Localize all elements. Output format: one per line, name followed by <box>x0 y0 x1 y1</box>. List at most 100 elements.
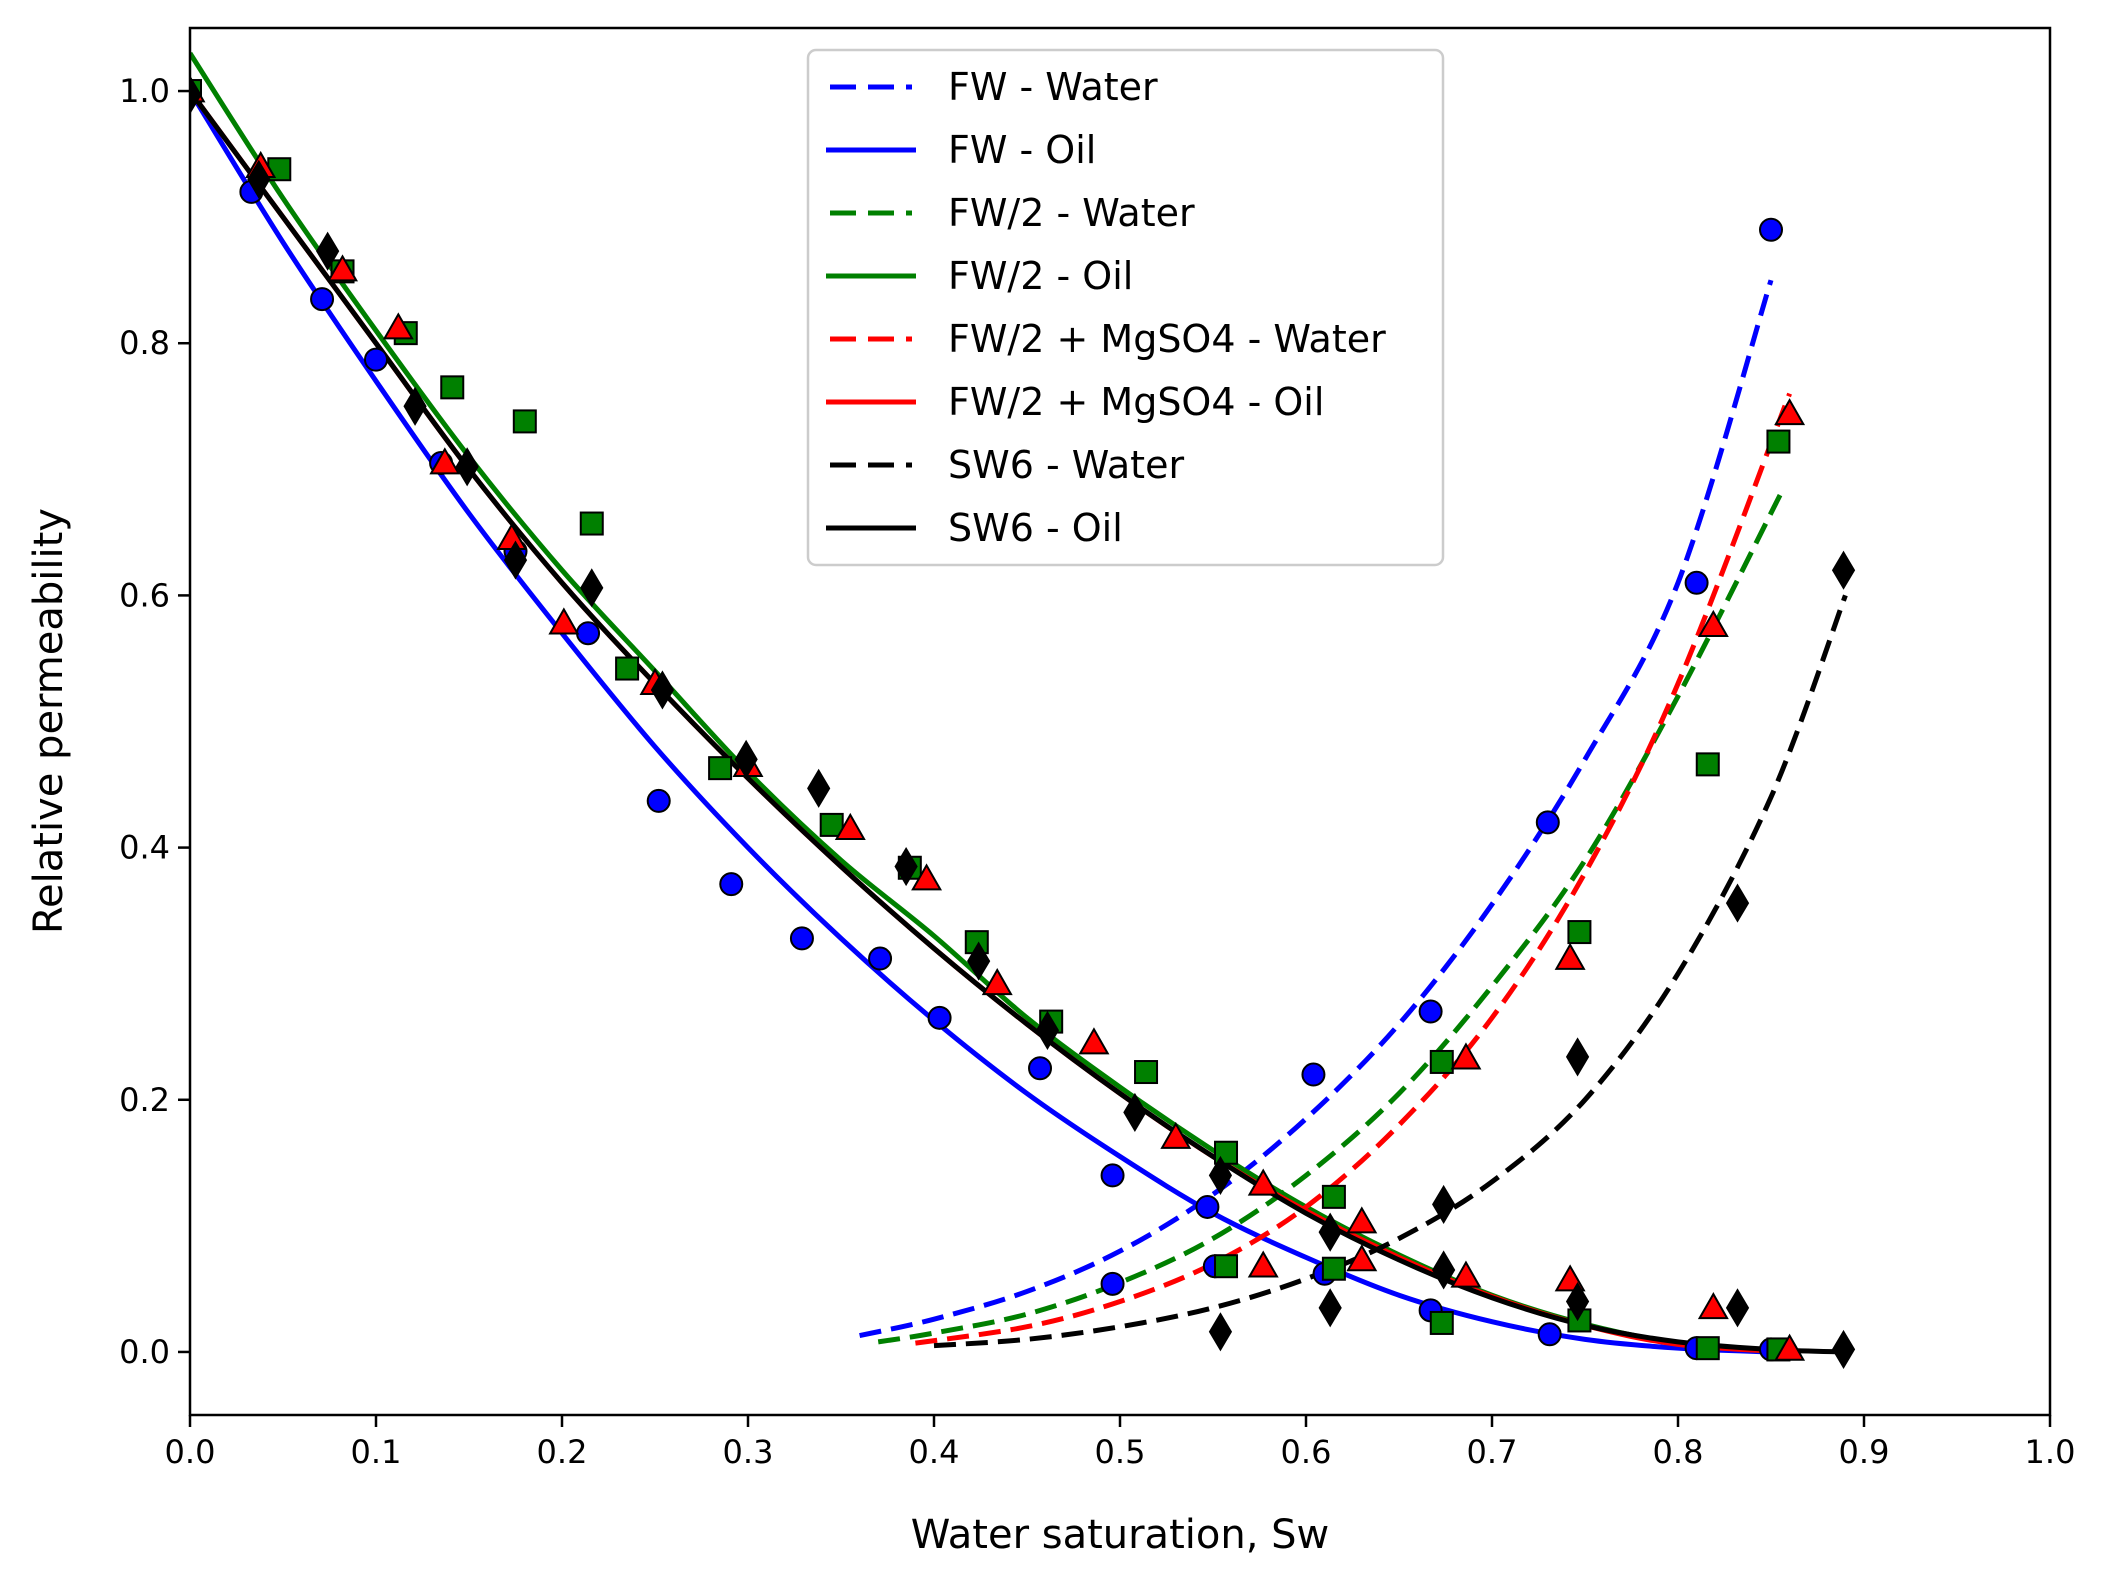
data-point-fw-2-mgso4-water-data <box>1554 942 1586 970</box>
data-point-sw6-oil-data <box>316 231 340 271</box>
series-line-fw-oil <box>190 89 1772 1355</box>
legend-label: SW6 - Oil <box>948 506 1123 550</box>
legend-label: FW/2 + MgSO4 - Water <box>948 317 1386 361</box>
data-point-fw-2-water-data <box>1429 1049 1454 1074</box>
data-point-fw-2-oil-data <box>1321 1184 1346 1209</box>
legend-item-fw-2-mgso4-oil: FW/2 + MgSO4 - Oil <box>826 380 1324 424</box>
data-point-sw6-water-data <box>1318 1288 1342 1328</box>
data-point-fw-2-mgso4-oil-data <box>981 968 1013 996</box>
data-point-fw-2-mgso4-oil-data <box>1160 1121 1192 1149</box>
legend-item-fw-oil: FW - Oil <box>826 128 1096 172</box>
data-point-sw6-water-data <box>1432 1184 1456 1224</box>
data-point-fw-2-oil-data <box>512 409 537 434</box>
series-line-fw-water <box>859 279 1774 1339</box>
data-point-fw-2-mgso4-oil-data <box>1774 1333 1806 1361</box>
legend: FW - Water FW - Oil FW/2 - Water FW/2 - Oil… <box>806 48 1445 567</box>
data-point-sw6-oil-data <box>503 540 528 580</box>
data-point-sw6-oil-data <box>650 670 675 710</box>
data-point-sw6-oil-data <box>247 159 271 199</box>
marker-layer <box>190 75 1856 1369</box>
data-point-sw6-oil-data <box>894 846 918 887</box>
data-point-fw-oil-data <box>868 946 893 971</box>
data-point-sw6-oil-data <box>807 768 831 808</box>
x-axis: 0.0 0.1 0.2 0.3 0.4 0.5 0.6 0.7 0.8 0.9 1.0 <box>165 1415 2075 1471</box>
data-point-sw6-oil-data <box>1565 1281 1590 1322</box>
data-point-fw-oil-data <box>789 926 814 951</box>
legend-label: FW - Water <box>948 65 1158 109</box>
data-point-sw6-water-data <box>1725 883 1750 923</box>
data-point-fw-2-mgso4-water-data <box>1697 609 1729 637</box>
data-point-fw-2-water-data <box>1214 1254 1239 1279</box>
data-point-fw-water-data <box>1418 999 1443 1024</box>
data-point-fw-2-mgso4-oil-data <box>834 812 866 840</box>
y-tick-label: 0.6 <box>119 576 170 614</box>
x-tick-label: 0.9 <box>1839 1433 1890 1471</box>
data-point-sw6-water-data <box>1208 1312 1233 1352</box>
legend-item-fw-2-water: FW/2 - Water <box>830 191 1195 235</box>
legend-item-fw-2-oil: FW/2 - Oil <box>826 254 1133 298</box>
legend-item-sw6-oil: SW6 - Oil <box>826 506 1123 550</box>
data-point-fw-2-water-data <box>1766 429 1791 454</box>
data-point-sw6-oil-data <box>580 568 604 608</box>
data-point-sw6-oil-data <box>734 739 758 779</box>
data-point-fw-2-mgso4-oil-data <box>911 863 943 891</box>
data-point-fw-water-data <box>1301 1062 1326 1087</box>
x-tick-label: 0.4 <box>909 1433 960 1471</box>
data-point-fw-2-mgso4-oil-data <box>1697 1292 1729 1320</box>
y-axis: 0.0 0.2 0.4 0.6 0.8 1.0 <box>119 72 190 1371</box>
y-tick-label: 0.4 <box>119 829 170 867</box>
data-point-fw-2-oil-data <box>819 812 844 837</box>
data-point-fw-water-data <box>1759 217 1783 242</box>
data-point-fw-2-mgso4-oil-data <box>429 447 461 475</box>
series-line-sw6-water <box>933 594 1848 1349</box>
data-point-fw-2-oil-data <box>440 375 465 400</box>
y-tick-label: 0.2 <box>119 1081 170 1119</box>
data-point-fw-2-oil-data <box>615 656 640 681</box>
data-point-fw-2-water-data <box>1695 752 1720 777</box>
x-tick-label: 0.8 <box>1653 1433 1704 1471</box>
legend-item-fw-2-mgso4-water: FW/2 + MgSO4 - Water <box>830 317 1386 361</box>
data-point-fw-2-mgso4-oil-data <box>548 607 580 635</box>
y-tick-label: 1.0 <box>119 72 170 110</box>
data-point-fw-2-mgso4-water-data <box>1774 398 1806 426</box>
x-axis-label: Water saturation, Sw <box>911 1512 1329 1558</box>
data-point-sw6-water-data <box>1831 550 1856 590</box>
y-tick-label: 0.8 <box>119 324 170 362</box>
data-point-fw-2-oil-data <box>1134 1060 1159 1085</box>
x-tick-label: 0.7 <box>1467 1433 1518 1471</box>
data-point-sw6-oil-data <box>455 447 479 487</box>
data-point-fw-2-mgso4-oil-data <box>1450 1260 1482 1288</box>
x-tick-label: 0.0 <box>165 1433 216 1471</box>
data-point-fw-2-mgso4-water-data <box>1346 1244 1378 1272</box>
data-point-fw-2-oil-data <box>1429 1310 1454 1335</box>
legend-box <box>806 48 1445 567</box>
data-point-fw-water-data <box>1535 810 1560 835</box>
legend-label: FW/2 + MgSO4 - Oil <box>948 380 1324 424</box>
data-point-fw-2-water-data <box>1567 920 1592 945</box>
x-tick-label: 0.3 <box>723 1433 774 1471</box>
data-point-fw-2-mgso4-oil-data <box>1078 1027 1110 1055</box>
data-point-fw-2-oil-data <box>1695 1336 1720 1361</box>
legend-label: FW/2 - Water <box>948 191 1195 235</box>
x-tick-label: 0.6 <box>1281 1433 1332 1471</box>
data-point-sw6-oil-data <box>1123 1092 1147 1132</box>
legend-label: SW6 - Water <box>948 443 1184 487</box>
data-point-sw6-oil-data <box>1432 1250 1456 1290</box>
data-point-sw6-oil-data <box>190 75 202 115</box>
data-point-sw6-oil-data <box>1035 1010 1060 1050</box>
data-point-fw-oil-data <box>719 872 744 897</box>
data-point-fw-oil-data <box>1100 1163 1125 1188</box>
data-point-sw6-water-data <box>1565 1037 1590 1077</box>
data-point-fw-2-oil-data <box>579 511 604 536</box>
data-point-fw-oil-data <box>310 287 335 312</box>
data-point-fw-2-mgso4-water-data <box>1247 1250 1279 1278</box>
data-point-fw-2-mgso4-oil-data <box>1247 1168 1279 1196</box>
data-point-fw-2-mgso4-oil-data <box>1346 1206 1378 1234</box>
data-point-sw6-oil-data <box>967 941 991 981</box>
legend-label: FW - Oil <box>948 128 1096 172</box>
y-tick-label: 0.0 <box>119 1333 170 1371</box>
data-point-fw-water-data <box>1684 570 1709 595</box>
data-point-fw-oil-data <box>1028 1056 1053 1081</box>
data-point-fw-oil-data <box>1195 1194 1220 1219</box>
